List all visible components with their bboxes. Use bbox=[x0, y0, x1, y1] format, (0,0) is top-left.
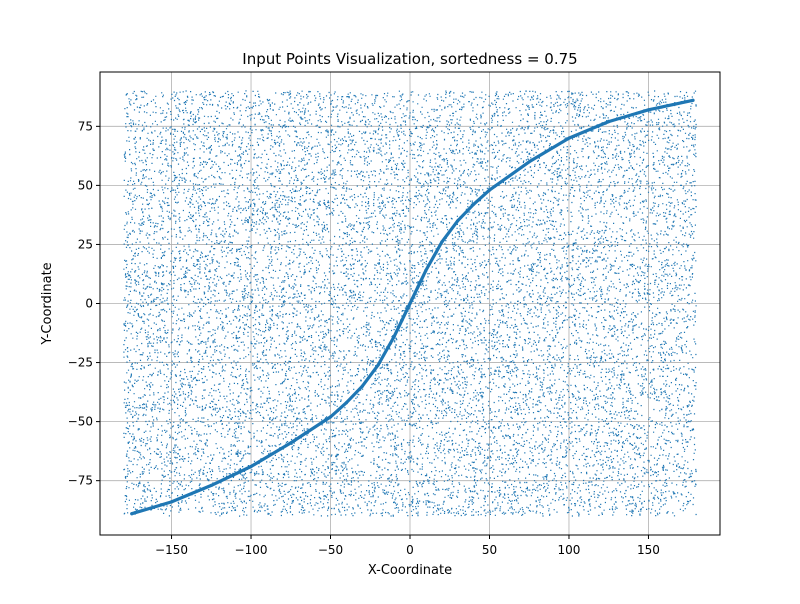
y-tick-label: 75 bbox=[78, 119, 93, 133]
y-tick-label: −75 bbox=[68, 474, 93, 488]
x-tick-label: 0 bbox=[406, 543, 414, 557]
x-tick-label: −50 bbox=[318, 543, 343, 557]
sorted-curve bbox=[130, 98, 695, 516]
curve-point bbox=[567, 136, 571, 140]
y-tick-label: 0 bbox=[85, 297, 93, 311]
curve-point bbox=[416, 285, 420, 289]
curve-point bbox=[408, 301, 412, 306]
curve-point bbox=[169, 500, 174, 504]
curve-point bbox=[607, 120, 611, 124]
curve-point bbox=[328, 415, 333, 419]
x-axis-label: X-Coordinate bbox=[368, 563, 452, 578]
curve-point bbox=[691, 98, 695, 102]
curve-point bbox=[440, 240, 444, 244]
y-tick-label: −25 bbox=[68, 356, 93, 370]
y-tick-label: −50 bbox=[68, 415, 93, 429]
curve-point bbox=[289, 441, 293, 445]
curve-point bbox=[646, 108, 651, 112]
curve-point bbox=[400, 318, 404, 322]
chart-title: Input Points Visualization, sortedness =… bbox=[242, 50, 577, 68]
curve-point bbox=[209, 483, 213, 487]
y-axis-label: Y-Coordinate bbox=[40, 262, 55, 345]
curve-point bbox=[392, 335, 396, 339]
curve-point bbox=[249, 464, 253, 469]
scatter-points-random bbox=[123, 90, 697, 517]
x-tick-label: −150 bbox=[155, 543, 188, 557]
x-tick-label: −100 bbox=[235, 543, 268, 557]
data-points bbox=[123, 90, 697, 517]
curve-point bbox=[472, 202, 476, 206]
curve-point bbox=[456, 219, 460, 223]
x-tick-label: 150 bbox=[637, 543, 660, 557]
curve-point bbox=[376, 363, 380, 367]
y-tick-label: 50 bbox=[78, 178, 93, 192]
y-axis-ticks: −75 −50 −25 0 25 50 75 bbox=[68, 119, 100, 488]
x-tick-label: 50 bbox=[482, 543, 497, 557]
x-tick-label: 100 bbox=[558, 543, 581, 557]
curve-point bbox=[424, 268, 428, 272]
x-axis-ticks: −150 −100 −50 0 50 100 150 bbox=[155, 535, 660, 557]
curve-point bbox=[344, 401, 348, 405]
y-tick-label: 25 bbox=[78, 237, 93, 251]
curve-point bbox=[130, 512, 134, 516]
curve-point bbox=[527, 160, 531, 164]
curve-point bbox=[487, 188, 492, 192]
curve-point bbox=[360, 384, 364, 388]
